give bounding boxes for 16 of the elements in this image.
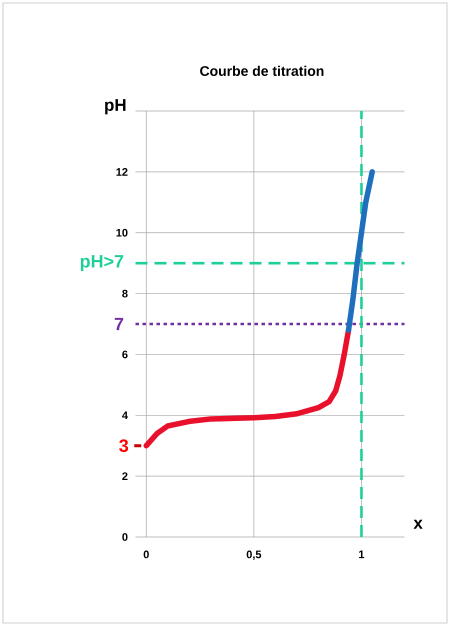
ref-line-label: pH>7 bbox=[80, 255, 124, 272]
y-tick-label: 2 bbox=[122, 472, 128, 480]
x-tick-label: 0,5 bbox=[246, 550, 262, 560]
y-tick-label: 12 bbox=[116, 168, 128, 176]
y-tick-label: 10 bbox=[116, 228, 128, 237]
y-tick-label: 0 bbox=[122, 533, 128, 541]
chart-title: Courbe de titration bbox=[200, 66, 324, 76]
y-tick-label: 6 bbox=[122, 350, 128, 358]
x-axis-title: x bbox=[414, 520, 423, 529]
y-axis-title: pH bbox=[105, 99, 126, 114]
annotation: 3 bbox=[119, 439, 128, 452]
ref-line-label: 7 bbox=[114, 318, 124, 330]
x-tick-label: 1 bbox=[359, 550, 364, 558]
y-tick-label: 8 bbox=[122, 290, 128, 298]
y-tick-label: 4 bbox=[122, 412, 128, 420]
x-tick-label: 0 bbox=[144, 550, 149, 558]
